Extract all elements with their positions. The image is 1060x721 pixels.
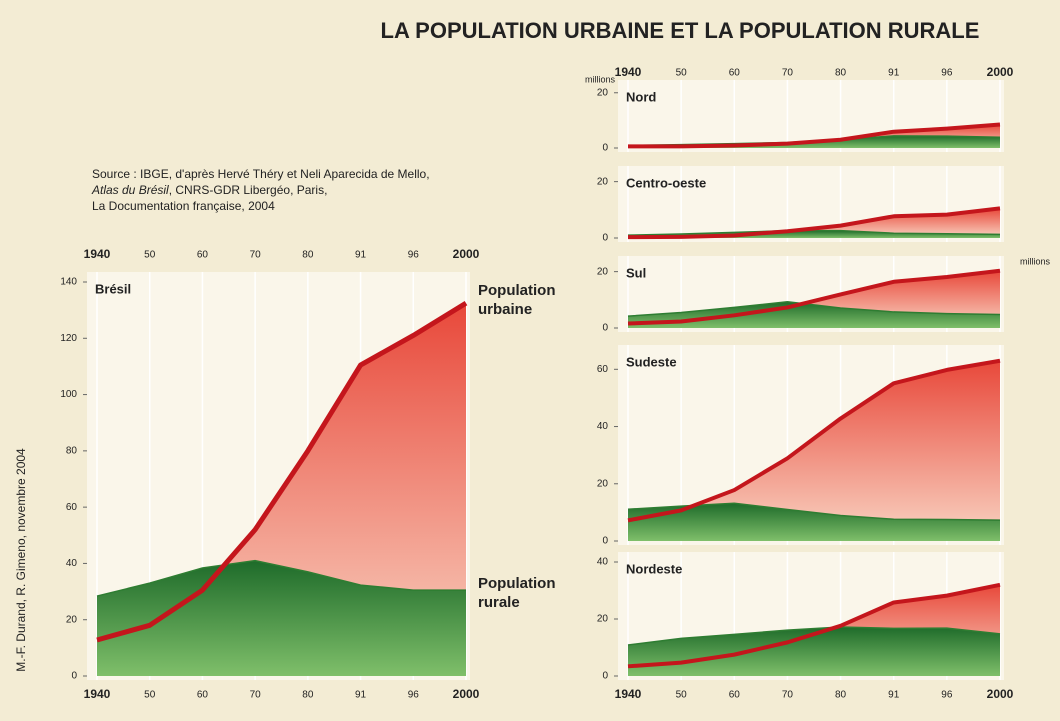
x-tick-label: 60: [729, 690, 741, 701]
credit: M.-F. Durand, R. Gimeno, novembre 2004: [14, 448, 28, 672]
x-tick-label: 70: [250, 250, 262, 261]
x-tick-label: 96: [941, 68, 953, 79]
x-tick-label: 70: [782, 690, 794, 701]
series-label: Population rurale: [478, 575, 556, 611]
y-tick-label: 60: [597, 364, 609, 375]
x-tick-label: 91: [355, 250, 367, 261]
y-tick-label: 20: [597, 176, 609, 187]
source-line: , CNRS-GDR Libergéo, Paris,: [168, 183, 328, 197]
rural-area: [628, 503, 1000, 541]
x-tick-label: 50: [676, 690, 688, 701]
y-tick-label: 0: [602, 536, 608, 547]
x-tick-label: 1940: [84, 687, 111, 701]
x-tick-label: 2000: [453, 247, 480, 261]
y-tick-label: 0: [602, 143, 608, 154]
x-tick-label: 60: [197, 690, 209, 701]
x-tick-label: 50: [144, 250, 156, 261]
x-tick-label: 60: [197, 250, 209, 261]
y-tick-label: 20: [597, 614, 609, 625]
y-tick-label: 40: [597, 421, 609, 432]
panel-title: Centro-oeste: [626, 175, 706, 190]
x-tick-label: 96: [408, 250, 420, 261]
y-tick-label: 0: [71, 671, 77, 682]
y-axis-label: millions: [585, 74, 616, 84]
urban-line: [627, 268, 1001, 326]
x-tick-label: 50: [676, 68, 688, 79]
x-tick-label: 91: [888, 690, 900, 701]
y-tick-label: 20: [597, 478, 609, 489]
x-tick-label: 80: [302, 250, 314, 261]
y-tick-label: 120: [60, 333, 77, 344]
source: Source : IBGE, d'après Hervé Théry et Ne…: [92, 166, 430, 214]
x-tick-label: 50: [144, 690, 156, 701]
panel-title: Brésil: [95, 281, 131, 296]
urban-area: [97, 303, 466, 676]
urban-line: [96, 300, 468, 643]
x-tick-label: 96: [408, 690, 420, 701]
y-tick-label: 0: [602, 671, 608, 682]
x-tick-label: 91: [355, 690, 367, 701]
y-tick-label: 40: [597, 557, 609, 568]
source-line: La Documentation française, 2004: [92, 199, 275, 213]
urban-line: [627, 206, 1001, 240]
urban-line: [628, 122, 1001, 149]
y-tick-label: 60: [66, 502, 78, 513]
y-axis-label: millions: [1020, 256, 1051, 266]
rural-area: [628, 626, 1000, 676]
rural-line: [627, 229, 1001, 236]
x-tick-label: 1940: [615, 65, 642, 79]
rural-area: [628, 301, 1000, 328]
x-tick-label: 2000: [453, 687, 480, 701]
panel-title: Nordeste: [626, 561, 682, 576]
panel-title: Nord: [626, 89, 656, 104]
y-tick-label: 20: [597, 266, 609, 277]
panel-title: Sul: [626, 265, 646, 280]
x-tick-label: 1940: [615, 687, 642, 701]
x-tick-label: 60: [729, 68, 741, 79]
urban-area: [628, 208, 1000, 238]
y-tick-label: 100: [60, 389, 77, 400]
x-tick-label: 80: [835, 68, 847, 79]
source-atlas: Atlas du Brésil: [92, 183, 169, 197]
source-line: Atlas du Brésil, CNRS-GDR Libergéo, Pari…: [92, 182, 430, 198]
source-line: Source : IBGE, d'après Hervé Théry et Ne…: [92, 167, 430, 181]
x-tick-label: 70: [250, 690, 262, 701]
rural-line: [627, 626, 1001, 646]
y-tick-label: 0: [602, 233, 608, 244]
urban-line: [627, 358, 1001, 523]
rural-area: [97, 560, 466, 676]
series-label: Population urbaine: [478, 282, 556, 318]
panel-title: Sudeste: [626, 354, 677, 369]
rural-line: [627, 301, 1001, 317]
x-tick-label: 2000: [987, 65, 1014, 79]
y-tick-label: 40: [66, 558, 78, 569]
urban-line: [627, 582, 1001, 669]
x-tick-label: 91: [888, 68, 900, 79]
x-tick-label: 96: [941, 690, 953, 701]
x-tick-label: 70: [782, 68, 794, 79]
x-tick-label: 1940: [84, 247, 111, 261]
x-tick-label: 2000: [987, 687, 1014, 701]
y-tick-label: 20: [66, 614, 78, 625]
y-tick-label: 140: [60, 277, 77, 288]
x-tick-label: 80: [302, 690, 314, 701]
x-tick-label: 80: [835, 690, 847, 701]
y-tick-label: 80: [66, 445, 78, 456]
y-tick-label: 20: [597, 87, 609, 98]
y-tick-label: 0: [602, 323, 608, 334]
rural-line: [96, 559, 466, 597]
page-title: LA POPULATION URBAINE ET LA POPULATION R…: [381, 18, 980, 43]
